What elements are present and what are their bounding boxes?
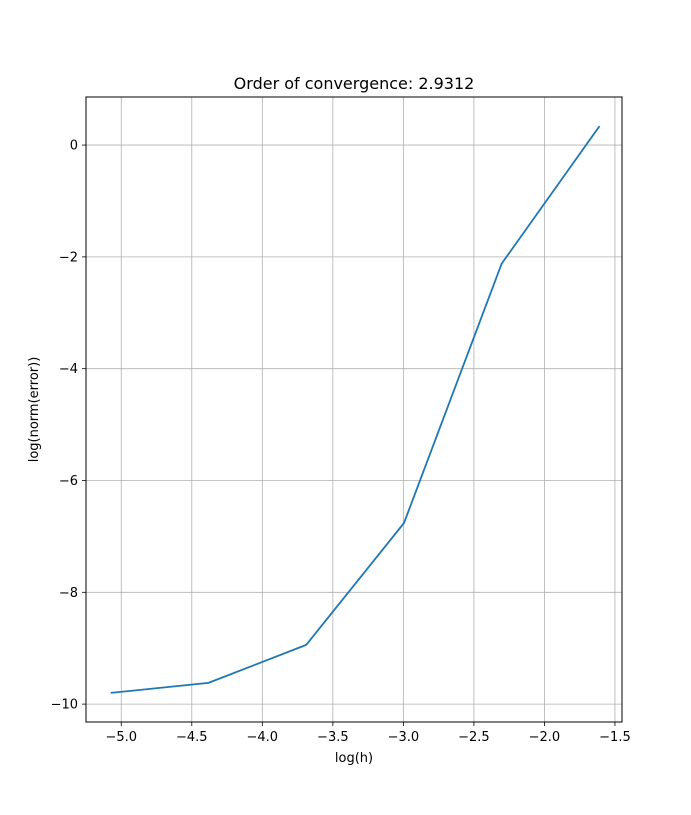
x-axis-ticks: −5.0 −4.5 −4.0 −3.5 −3.0 −2.5 −2.0 −1.5	[105, 722, 631, 745]
y-axis-ticks: 0 −2 −4 −6 −8 −10	[51, 139, 86, 713]
x-axis-label: log(h)	[335, 751, 373, 766]
x-tick-label: −2.0	[529, 730, 561, 745]
y-axis-label: log(norm(error))	[27, 357, 42, 463]
x-tick-label: −4.0	[247, 730, 279, 745]
series-line	[110, 125, 601, 694]
plot-frame	[85, 96, 623, 723]
x-tick-label: −4.5	[176, 730, 208, 745]
y-tick-label: −4	[59, 362, 78, 377]
y-tick-label: −8	[59, 586, 78, 601]
chart-title: Order of convergence: 2.9312	[234, 74, 475, 93]
x-tick-label: −5.0	[105, 730, 137, 745]
x-tick-label: −2.5	[458, 730, 490, 745]
series-layer	[110, 125, 601, 694]
y-tick-label: 0	[70, 139, 78, 154]
x-tick-label: −3.5	[317, 730, 349, 745]
y-tick-label: −2	[59, 250, 78, 265]
y-tick-label: −10	[51, 698, 78, 713]
x-tick-label: −3.0	[388, 730, 420, 745]
x-tick-label: −1.5	[599, 730, 631, 745]
grid	[86, 97, 622, 722]
y-tick-label: −6	[59, 474, 78, 489]
